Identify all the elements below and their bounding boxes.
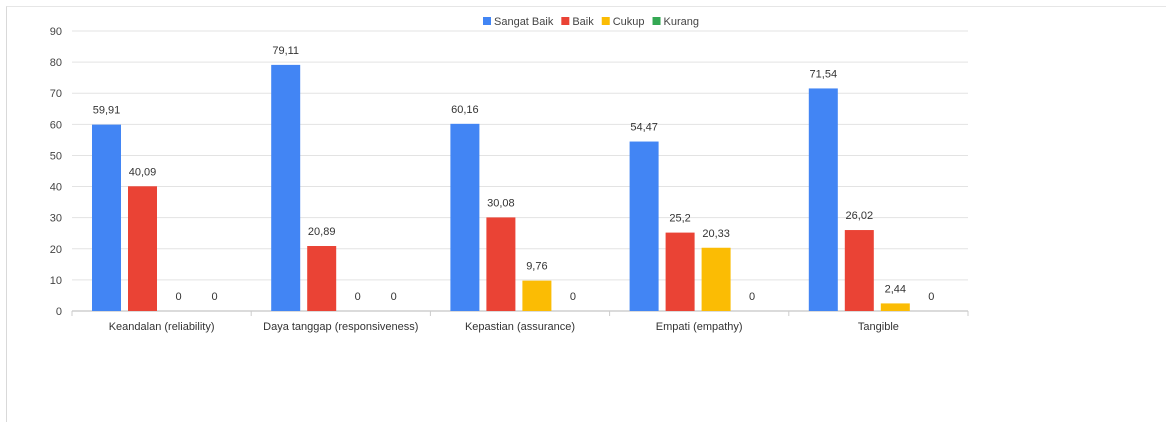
y-tick-label: 30 xyxy=(50,213,62,225)
legend-swatch-baik xyxy=(561,17,570,25)
bar-cukup-2 xyxy=(522,280,552,311)
data-label: 9,76 xyxy=(526,261,547,273)
data-label: 20,89 xyxy=(308,226,336,238)
bar-baik-2 xyxy=(486,217,516,311)
data-label: 26,02 xyxy=(846,210,874,222)
data-label: 79,11 xyxy=(272,45,299,57)
legend: Sangat Baik Baik Cukup Kurang xyxy=(483,16,699,28)
data-label: 60,16 xyxy=(451,104,479,116)
x-axis: Keandalan (reliability) Daya tanggap (res… xyxy=(109,321,899,333)
y-tick-label: 60 xyxy=(50,119,62,131)
x-category-label: Kepastian (assurance) xyxy=(465,321,575,333)
y-tick-label: 50 xyxy=(50,150,62,162)
data-label: 0 xyxy=(570,291,576,303)
y-tick-label: 70 xyxy=(50,88,62,100)
bar-baik-0 xyxy=(128,186,157,311)
bar-sangat-baik-1 xyxy=(271,64,301,311)
bar-baik-1 xyxy=(307,246,337,311)
x-category-label: Keandalan (reliability) xyxy=(109,321,215,333)
bar-baik-4 xyxy=(844,230,874,311)
y-tick-label: 80 xyxy=(50,57,62,69)
bar-sangat-baik-2 xyxy=(450,123,480,311)
legend-swatch-kurang xyxy=(652,17,661,25)
bar-sangat-baik-0 xyxy=(92,124,121,311)
data-label: 71,54 xyxy=(810,68,838,80)
x-category-label: Tangible xyxy=(858,321,899,333)
data-label: 40,09 xyxy=(129,166,157,178)
legend-label: Kurang xyxy=(664,16,699,28)
legend-label: Baik xyxy=(572,16,594,28)
bar-baik-3 xyxy=(665,232,695,311)
bars xyxy=(92,64,910,311)
legend-swatch-sangat-baik xyxy=(483,17,491,25)
x-category-label: Empati (empathy) xyxy=(656,321,743,333)
bar-sangat-baik-3 xyxy=(629,141,659,311)
data-label: 59,91 xyxy=(93,105,121,117)
y-tick-label: 40 xyxy=(50,182,62,194)
bar-cukup-4 xyxy=(880,303,910,311)
y-tick-label: 0 xyxy=(56,306,62,318)
y-tick-label: 10 xyxy=(50,275,62,287)
data-label: 30,08 xyxy=(487,197,515,209)
data-label: 0 xyxy=(175,291,181,303)
data-labels: 59,91 40,09 0 0 79,11 20,89 0 0 60,16 30,08 9,76 0 5… xyxy=(93,45,935,303)
chart-frame xyxy=(6,6,1166,422)
legend-swatch-cukup xyxy=(601,17,610,25)
y-tick-label: 90 xyxy=(50,26,62,38)
legend-label: Cukup xyxy=(613,16,645,28)
data-label: 0 xyxy=(211,291,217,303)
legend-label: Sangat Baik xyxy=(494,16,554,28)
y-tick-label: 20 xyxy=(50,244,62,256)
data-label: 54,47 xyxy=(630,122,658,134)
data-label: 0 xyxy=(749,291,755,303)
bar-cukup-3 xyxy=(701,247,731,311)
data-label: 0 xyxy=(391,291,397,303)
data-label: 20,33 xyxy=(702,228,730,240)
y-axis: 0 10 20 30 40 50 60 70 80 90 xyxy=(50,26,62,318)
x-category-label: Daya tanggap (responsiveness) xyxy=(263,321,418,333)
data-label: 25,2 xyxy=(669,213,690,225)
data-label: 2,44 xyxy=(885,283,906,295)
bar-sangat-baik-4 xyxy=(808,88,838,311)
data-label: 0 xyxy=(355,291,361,303)
data-label: 0 xyxy=(928,291,934,303)
